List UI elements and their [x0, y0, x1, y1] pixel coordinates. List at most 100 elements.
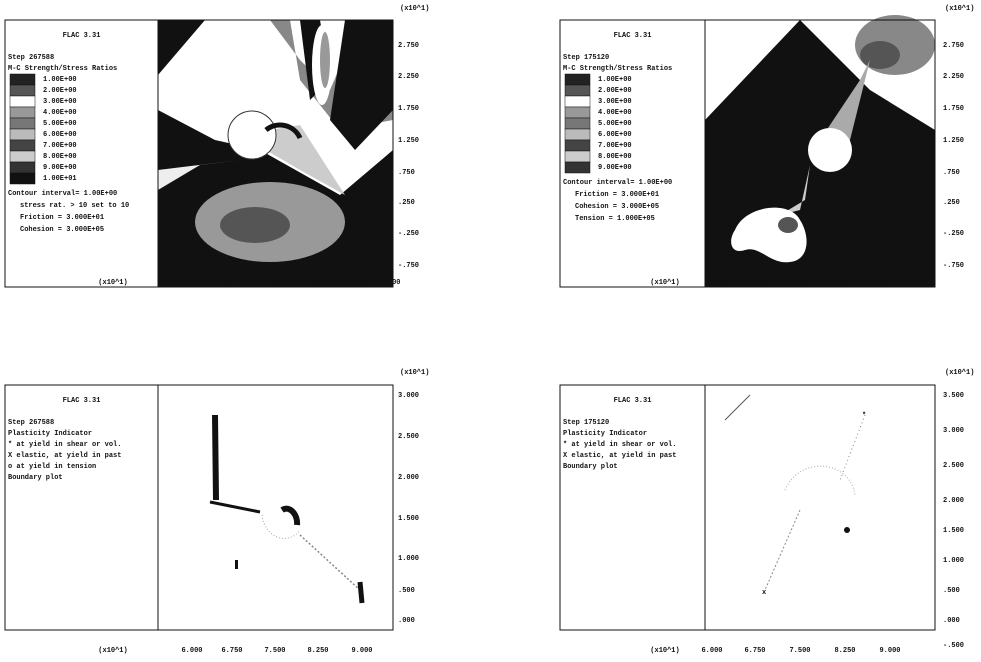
- y-unit: (x10^1): [400, 4, 429, 13]
- y-tick-label: .500: [398, 587, 415, 595]
- marker: x: [762, 589, 767, 597]
- legend-level: 2.00E+00: [43, 87, 77, 95]
- legend-box: [559, 384, 706, 631]
- x-tick-label: 8.000: [304, 279, 325, 287]
- x-tick-label: 7.250: [259, 279, 280, 287]
- legend-line: M-C Strength/Stress Ratios: [563, 65, 672, 73]
- legend-swatch: [9, 117, 36, 130]
- y-tick-label: .250: [943, 199, 960, 207]
- y-tick-label: 2.250: [943, 73, 964, 81]
- legend-level: 6.00E+00: [598, 131, 632, 139]
- x-tick-label: 8.750: [347, 279, 368, 287]
- legend-line: Step 175120: [563, 419, 609, 427]
- y-tick-label: 2.250: [398, 73, 419, 81]
- x-tick-label: 7.500: [264, 647, 285, 655]
- legend-line: M-C Strength/Stress Ratios: [8, 65, 117, 73]
- x-tick-label: 7.000: [789, 279, 810, 287]
- legend-level: 6.00E+00: [43, 131, 77, 139]
- legend-line: * at yield in shear or vol.: [563, 441, 676, 449]
- legend-line: Boundary plot: [8, 474, 63, 482]
- y-tick-label: .750: [943, 169, 960, 177]
- legend-box: [559, 19, 706, 288]
- plasticity-plot: [157, 384, 394, 631]
- legend-level: 2.00E+00: [598, 87, 632, 95]
- plasticity-plot: * x: [704, 384, 936, 631]
- y-tick-label: 1.500: [943, 527, 964, 535]
- y-tick-label: 2.000: [398, 474, 419, 482]
- x-tick-label: 9.000: [879, 647, 900, 655]
- y-tick-label: -.250: [943, 230, 964, 238]
- y-unit: (x10^1): [945, 4, 974, 13]
- legend-line: Friction = 3.000E+01: [20, 214, 104, 222]
- x-tick-label: 9.250: [907, 279, 928, 287]
- legend-level: 4.00E+00: [43, 109, 77, 117]
- legend-swatch: [564, 106, 591, 119]
- x-tick-label: 6.000: [701, 647, 722, 655]
- x-tick-label: 8.500: [869, 279, 890, 287]
- legend-line: X elastic, at yield in past: [8, 452, 121, 460]
- x-tick-label: 6.500: [214, 279, 235, 287]
- legend-level: 3.00E+00: [43, 98, 77, 106]
- y-tick-label: .750: [398, 169, 415, 177]
- x-unit: (x10^1): [650, 278, 679, 287]
- legend-line: Cohesion = 3.000E+05: [20, 226, 104, 234]
- legend-swatch: [9, 150, 36, 163]
- legend-swatch: [9, 128, 36, 141]
- legend-swatch: [564, 117, 591, 130]
- x-tick-label: 8.250: [834, 647, 855, 655]
- legend-line: Plasticity Indicator: [8, 430, 92, 438]
- legend-level: 9.00E+00: [43, 164, 77, 172]
- legend-line: Step 267588: [8, 419, 54, 427]
- x-tick-label: 9.000: [351, 647, 372, 655]
- y-tick-label: 1.000: [943, 557, 964, 565]
- legend-box: [4, 384, 159, 631]
- legend-swatch: [564, 161, 591, 174]
- legend-level: 3.00E+00: [598, 98, 632, 106]
- legend-level: 1.00E+01: [43, 175, 77, 183]
- legend-line: o at yield in tension: [8, 463, 96, 471]
- y-tick-label: 3.000: [943, 427, 964, 435]
- y-tick-label: 1.500: [398, 515, 419, 523]
- legend-title: FLAC 3.31: [63, 32, 101, 40]
- legend-swatch: [564, 139, 591, 152]
- x-tick-label: 7.750: [829, 279, 850, 287]
- legend-line: * at yield in shear or vol.: [8, 441, 121, 449]
- legend-line: Friction = 3.000E+01: [575, 191, 659, 199]
- legend-level: 9.00E+00: [598, 164, 632, 172]
- legend-level: 5.00E+00: [598, 120, 632, 128]
- legend-swatch: [564, 128, 591, 141]
- y-tick-label: 1.250: [943, 137, 964, 145]
- y-tick-label: .000: [943, 617, 960, 625]
- legend-line: Tension = 1.000E+05: [575, 215, 655, 223]
- legend-swatch: [9, 84, 36, 97]
- y-tick-label: 2.750: [398, 42, 419, 50]
- y-unit: (x10^1): [400, 368, 429, 377]
- legend-swatch: [9, 139, 36, 152]
- y-tick-label: -.500: [943, 642, 964, 650]
- legend-level: 8.00E+00: [598, 153, 632, 161]
- y-tick-label: 2.000: [943, 497, 964, 505]
- legend-level: 7.00E+00: [598, 142, 632, 150]
- y-tick-label: 1.250: [398, 137, 419, 145]
- x-tick-label: 6.000: [181, 647, 202, 655]
- x-unit: (x10^1): [650, 646, 679, 655]
- legend-title: FLAC 3.31: [614, 397, 652, 405]
- legend-swatch: [564, 150, 591, 163]
- y-tick-label: .000: [398, 617, 415, 625]
- marker: *: [862, 412, 866, 420]
- y-unit: (x10^1): [945, 368, 974, 377]
- y-tick-label: 2.500: [398, 433, 419, 441]
- y-tick-label: 3.500: [943, 392, 964, 400]
- x-tick-label: 9.500: [379, 279, 400, 287]
- legend-level: 7.00E+00: [43, 142, 77, 150]
- y-tick-label: .500: [943, 587, 960, 595]
- legend-line: Contour interval= 1.00E+00: [563, 179, 672, 187]
- legend-swatch: [9, 106, 36, 119]
- x-unit: (x10^1): [98, 278, 127, 287]
- y-tick-label: .250: [398, 199, 415, 207]
- y-tick-label: 1.750: [398, 105, 419, 113]
- legend-level: 8.00E+00: [43, 153, 77, 161]
- legend-line: X elastic, at yield in past: [563, 452, 676, 460]
- legend-level: 1.00E+00: [43, 76, 77, 84]
